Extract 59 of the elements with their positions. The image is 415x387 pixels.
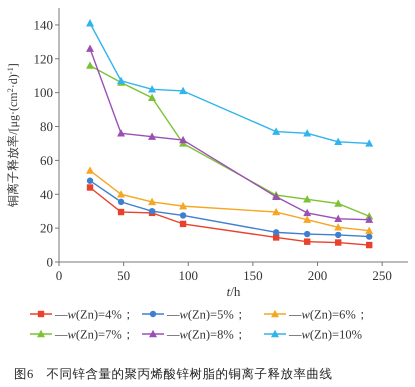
point <box>272 208 280 216</box>
y-tick-label: 0 <box>46 254 53 270</box>
point <box>117 190 126 198</box>
y-tick-label: 80 <box>40 119 53 134</box>
y-tick-label: 20 <box>40 220 53 236</box>
y-tick-label: 60 <box>40 152 53 168</box>
point <box>118 198 124 206</box>
point <box>179 136 188 144</box>
x-tick-label: 100 <box>178 268 198 283</box>
x-axis-title: t/h <box>226 284 241 299</box>
point <box>334 138 342 145</box>
point <box>303 129 312 137</box>
point <box>366 233 372 240</box>
point <box>304 238 310 245</box>
point <box>86 178 94 184</box>
point <box>117 129 126 137</box>
point <box>179 86 188 94</box>
point <box>272 229 280 236</box>
point <box>180 220 186 228</box>
point <box>272 127 280 135</box>
legend-label: —w(Zn)=6%； <box>288 308 369 322</box>
point <box>148 132 156 140</box>
x-tick-label: 150 <box>243 268 263 283</box>
point <box>365 215 374 223</box>
point <box>180 212 186 219</box>
point <box>86 19 94 26</box>
point <box>303 195 312 203</box>
x-tick-label: 200 <box>308 268 328 283</box>
point <box>365 139 374 147</box>
point <box>335 232 342 238</box>
x-tick-label: 0 <box>56 268 62 283</box>
point <box>335 239 342 246</box>
y-tick-label: 40 <box>40 186 53 202</box>
y-tick-label: 140 <box>34 17 53 32</box>
legend-label: —w(Zn)=8%； <box>166 328 247 342</box>
x-tick-label: 50 <box>117 268 130 283</box>
point <box>86 166 94 174</box>
point <box>334 214 342 222</box>
point <box>148 94 156 101</box>
x-tick-label: 250 <box>372 268 392 283</box>
point <box>303 215 312 223</box>
point <box>179 202 188 210</box>
point <box>148 85 156 92</box>
point <box>303 208 312 216</box>
y-tick-label: 120 <box>34 51 53 66</box>
point <box>365 226 374 234</box>
point <box>148 198 156 206</box>
text: 图6 不同锌含量的聚丙烯酸锌树脂的铜离子释放率曲线 <box>14 366 332 381</box>
point <box>334 199 342 207</box>
point <box>86 44 94 52</box>
legend-label: —w(Zn)=7%； <box>54 328 135 342</box>
point <box>304 230 310 238</box>
legend-label: —w(Zn)=10% <box>288 328 362 342</box>
legend-label: —w(Zn)=4%； <box>54 308 135 322</box>
point <box>366 242 372 248</box>
legend-label: —w(Zn)=5%； <box>166 308 247 322</box>
point <box>334 223 342 230</box>
point <box>86 61 94 69</box>
y-tick-label: 100 <box>34 85 53 100</box>
